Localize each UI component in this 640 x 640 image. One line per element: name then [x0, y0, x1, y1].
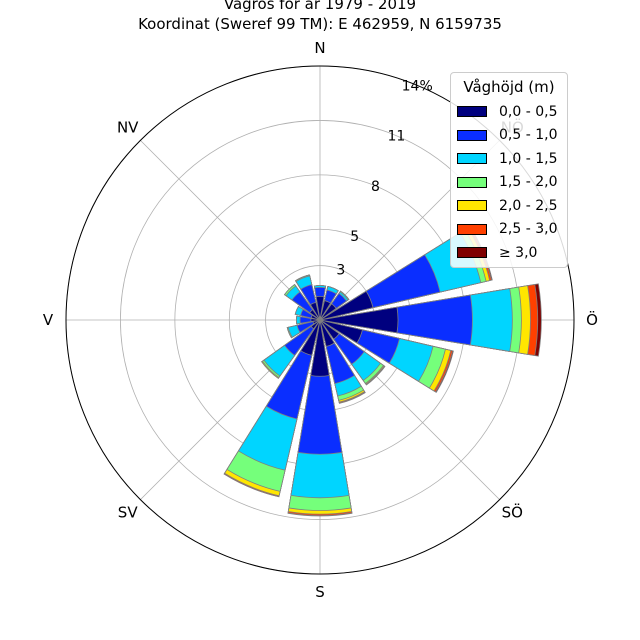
- compass-label: V: [43, 311, 54, 329]
- compass-label: Ö: [586, 310, 598, 329]
- bar-SV-bin-2: [284, 319, 321, 356]
- legend-entry: 1,0 - 1,5: [451, 147, 567, 171]
- legend-label: 0,0 - 0,5: [499, 103, 558, 120]
- radial-tick-label: 5: [350, 229, 359, 245]
- bar-SSV-bin-1: [300, 319, 321, 356]
- bar-V-bin-1: [310, 318, 321, 322]
- legend-swatch: [457, 153, 487, 165]
- bar-VSV-bin-1: [312, 319, 321, 325]
- bar-NNV-bin-1: [309, 301, 321, 321]
- radial-tick-label: 8: [371, 179, 380, 195]
- legend-label: 2,5 - 3,0: [499, 221, 558, 238]
- bar-NV-bin-1: [309, 309, 321, 321]
- bar-ÖSÖ-bin-1: [319, 319, 363, 344]
- bar-V-bin-2: [299, 316, 321, 324]
- bar-S-bin-2: [297, 319, 343, 455]
- legend-entry: 1,5 - 2,0: [451, 171, 567, 195]
- legend-label: 1,0 - 1,5: [499, 150, 558, 167]
- legend-swatch: [457, 176, 487, 188]
- legend-label: 1,5 - 2,0: [499, 174, 558, 191]
- legend-swatch: [457, 129, 487, 141]
- bar-N-bin-1: [315, 296, 325, 321]
- chart-title-block: Vågros för år 1979 - 2019 Koordinat (Swe…: [0, 0, 640, 34]
- radial-tick-label: 14%: [402, 78, 433, 94]
- compass-label: SÖ: [502, 502, 523, 521]
- legend-entry: 0,5 - 1,0: [451, 124, 567, 148]
- compass-label: N: [314, 39, 325, 57]
- legend-swatch: [457, 106, 487, 118]
- polar-frame: [65, 65, 575, 575]
- legend-label: 0,5 - 1,0: [499, 127, 558, 144]
- bar-SÖ-bin-1: [319, 319, 340, 340]
- radial-tick-label: 3: [336, 263, 345, 279]
- legend-entry: 0,0 - 0,5: [451, 100, 567, 124]
- chart-subtitle: Koordinat (Sweref 99 TM): E 462959, N 61…: [138, 15, 502, 33]
- bar-S-bin-1: [310, 319, 330, 377]
- bar-Ö-bin-1: [319, 306, 399, 334]
- legend-swatch: [457, 247, 487, 259]
- legend-entry: 2,0 - 2,5: [451, 194, 567, 218]
- chart-title: Vågros för år 1979 - 2019: [223, 0, 417, 13]
- legend-title: Våghöjd (m): [463, 78, 555, 96]
- legend-label: ≥ 3,0: [499, 244, 538, 261]
- legend-label: 2,0 - 2,5: [499, 197, 558, 214]
- legend: Våghöjd (m) 0,0 - 0,5 0,5 - 1,0 1,0 - 1,5 1…: [450, 72, 568, 268]
- bar-SSÖ-bin-1: [319, 319, 335, 347]
- compass-label: NV: [117, 119, 139, 137]
- legend-swatch: [457, 200, 487, 212]
- legend-entry: 2,5 - 3,0: [451, 218, 567, 242]
- bar-NÖ-bin-1: [319, 303, 337, 321]
- legend-swatch: [457, 223, 487, 235]
- bar-NNÖ-bin-1: [319, 300, 332, 321]
- bar-ÖNÖ-bin-1: [319, 290, 374, 321]
- compass-label: S: [315, 583, 325, 601]
- compass-label: SV: [118, 503, 139, 521]
- radial-tick-label: 11: [387, 129, 405, 145]
- bar-SV-bin-1: [310, 319, 321, 330]
- legend-entry: ≥ 3,0: [451, 241, 567, 265]
